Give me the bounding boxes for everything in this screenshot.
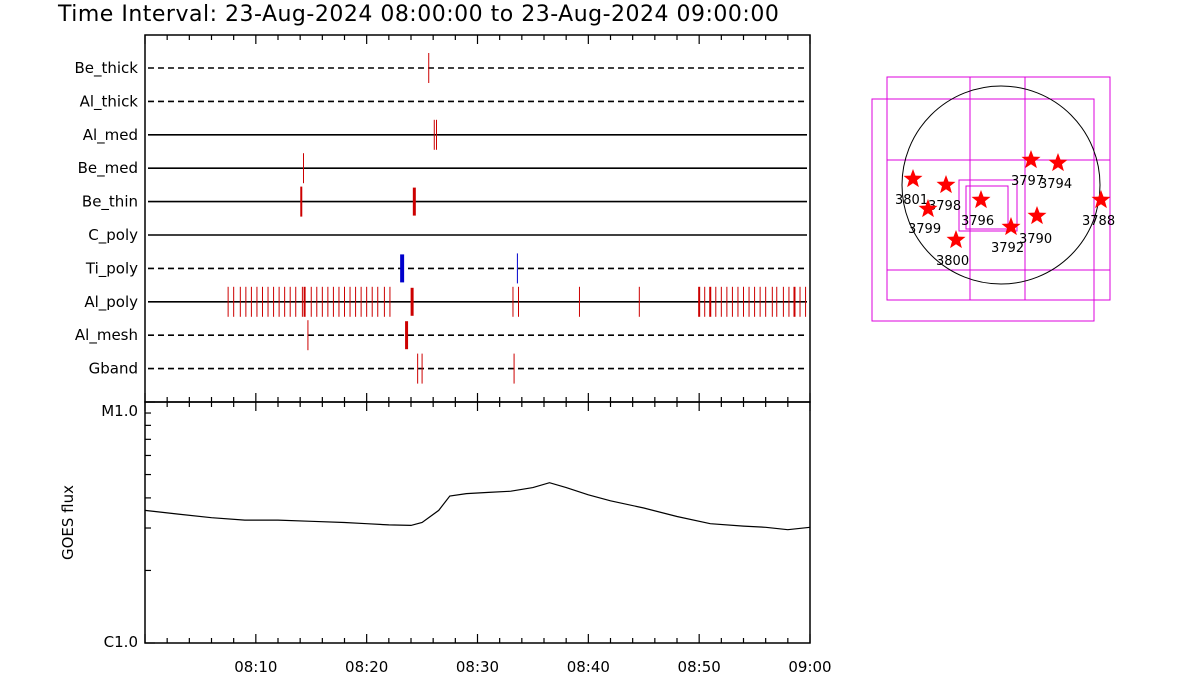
x-tick-label: 08:20 [345,658,388,676]
active-region-3798: 3798 [928,175,961,214]
row-label: Al_med [83,126,138,145]
active-region-3796: 3796 [961,190,994,229]
region-number-label: 3790 [1019,232,1052,247]
timeline-row-c_poly: C_poly [88,226,807,245]
region-star-marker [918,199,938,218]
row-label: Al_thick [80,92,139,111]
active-region-3794: 3794 [1039,153,1072,192]
x-tick-label: 09:00 [788,658,831,676]
row-label: Ti_poly [85,259,138,278]
row-label: Be_thick [74,59,138,78]
fov-box [886,76,1111,301]
fov-box [965,185,1009,230]
timeline-row-al_poly: Al_poly [84,286,807,317]
solar-disk [901,85,1101,285]
y-tick-label-bottom: C1.0 [104,633,138,651]
region-number-label: 3788 [1082,214,1115,229]
region-star-marker [1021,150,1041,169]
region-star-marker [946,230,966,249]
region-number-label: 3796 [961,214,994,229]
region-star-marker [936,175,956,194]
region-star-marker [1048,153,1068,172]
region-star-marker [1001,217,1021,236]
region-star-marker [903,169,923,188]
timeline-row-al_mesh: Al_mesh [75,320,807,351]
region-number-label: 3801 [895,193,928,208]
region-star-marker [1027,206,1047,225]
goes-flux-line [144,482,811,531]
timeline-row-be_med: Be_med [78,153,807,184]
x-tick-label: 08:50 [678,658,721,676]
instrument-timeline-panel: Be_thick Al_thick Al_med Be_med Be_thin C_pol… [74,34,811,403]
active-region-3801: 3801 [895,169,928,208]
y-tick-label-top: M1.0 [101,402,138,420]
timeline-row-al_med: Al_med [83,119,807,150]
timeline-row-be_thin: Be_thin [82,186,807,217]
row-label: C_poly [88,226,138,245]
fov-box [958,179,1018,232]
goes-y-axis-label: GOES flux [59,485,77,560]
region-number-label: 3794 [1039,177,1072,192]
timeline-frame [144,34,811,403]
x-tick-label: 08:30 [456,658,499,676]
active-region-3792: 3792 [991,217,1024,256]
timeline-row-gband: Gband [89,353,807,384]
active-region-3797: 3797 [1011,150,1044,189]
row-label: Al_mesh [75,326,138,345]
active-region-3788: 3788 [1082,190,1115,229]
region-number-label: 3798 [928,199,961,214]
active-region-3790: 3790 [1019,206,1052,247]
timeline-row-be_thick: Be_thick [74,53,807,83]
x-tick-label: 08:40 [567,658,610,676]
row-label: Al_poly [84,293,138,312]
row-label: Gband [89,360,138,378]
region-number-label: 3797 [1011,174,1044,189]
goes-flux-panel: 08:10 08:20 08:30 08:40 08:50 09:00 M1.0 C1.0 GO… [59,35,832,676]
row-label: Be_thin [82,193,138,212]
active-region-3799: 3799 [908,199,941,237]
timeline-row-ti_poly: Ti_poly [85,253,807,284]
time-interval-title: Time Interval: 23-Aug-2024 08:00:00 to 2… [58,2,780,27]
region-number-label: 3792 [991,241,1024,256]
region-star-marker [1091,190,1111,209]
row-label: Be_med [78,159,138,178]
fov-box [871,98,1095,322]
region-star-marker [971,190,991,209]
region-number-label: 3799 [908,222,941,237]
goes-frame [144,401,811,644]
timeline-row-al_thick: Al_thick [80,92,807,111]
active-region-3800: 3800 [936,230,969,269]
region-number-label: 3800 [936,254,969,269]
x-tick-label: 08:10 [234,658,277,676]
